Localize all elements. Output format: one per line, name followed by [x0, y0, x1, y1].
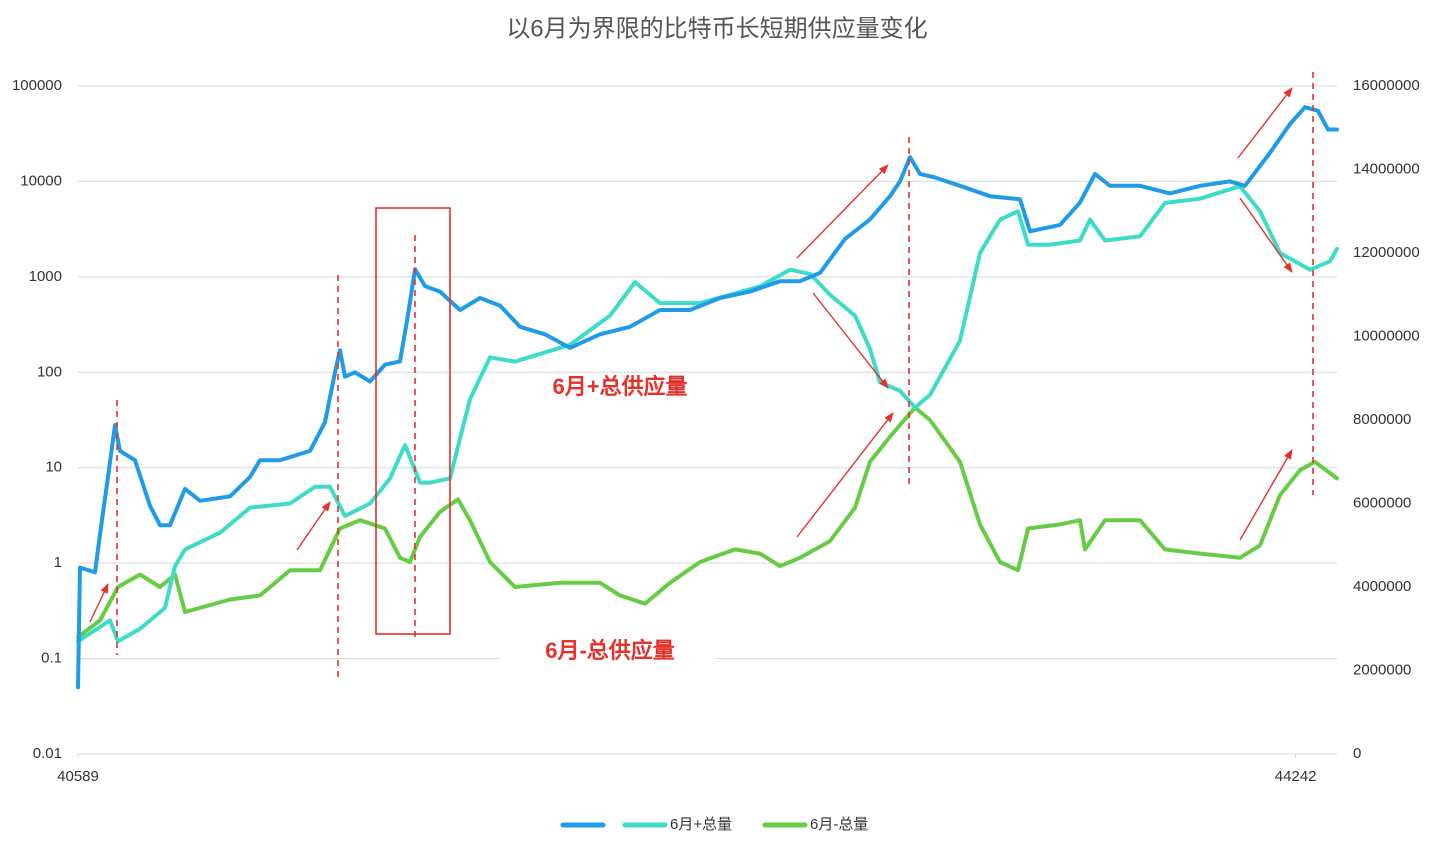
y-tick-label: 10000	[20, 172, 62, 189]
y2-tick-label: 12000000	[1353, 244, 1420, 261]
arrow	[1239, 197, 1293, 273]
y2-tick-label: 16000000	[1353, 77, 1420, 94]
chart-title: 以6月为界限的比特币长短期供应量变化	[506, 15, 927, 42]
grid: 0.01 0.1 1 10 100 1000 10000 100000 0 2000000 4000…	[12, 77, 1420, 785]
y2-tick-label: 10000000	[1353, 327, 1420, 344]
y-tick-label: 100	[37, 363, 62, 380]
arrow	[89, 583, 109, 623]
y-tick-label: 1	[54, 554, 62, 571]
y-tick-label: 100000	[12, 77, 62, 94]
y2-tick-label: 0	[1353, 745, 1361, 762]
legend-label: 6月+总量	[670, 816, 732, 833]
lines	[76, 105, 1339, 690]
annotation: 6月+总供应量	[552, 374, 687, 399]
legend: 6月+总量 6月-总量	[560, 816, 868, 833]
series-line	[76, 405, 1339, 640]
y-tick-label: 0.1	[41, 650, 62, 667]
annotation: 6月-总供应量	[545, 638, 675, 663]
x-tick-label: 44242	[1275, 768, 1317, 785]
y2-tick-label: 8000000	[1353, 411, 1411, 428]
highlight-box	[375, 207, 451, 635]
annotation-shapes	[89, 72, 1314, 680]
arrow	[796, 412, 894, 538]
y-tick-label: 0.01	[33, 745, 62, 762]
arrow	[812, 292, 889, 389]
y2-tick-label: 14000000	[1353, 160, 1420, 177]
y2-tick-label: 6000000	[1353, 494, 1411, 511]
y-tick-label: 1000	[29, 268, 62, 285]
arrow	[796, 164, 889, 259]
y2-tick-label: 4000000	[1353, 578, 1411, 595]
y-tick-label: 10	[45, 459, 62, 476]
arrow	[1239, 449, 1293, 541]
legend-label: 6月-总量	[810, 816, 868, 833]
series-line	[76, 105, 1339, 690]
arrow	[1237, 87, 1293, 159]
annotation-background	[500, 635, 715, 669]
series-line	[76, 184, 1339, 644]
x-tick-label: 40589	[57, 768, 99, 785]
y2-tick-label: 2000000	[1353, 661, 1411, 678]
arrow	[296, 501, 331, 551]
